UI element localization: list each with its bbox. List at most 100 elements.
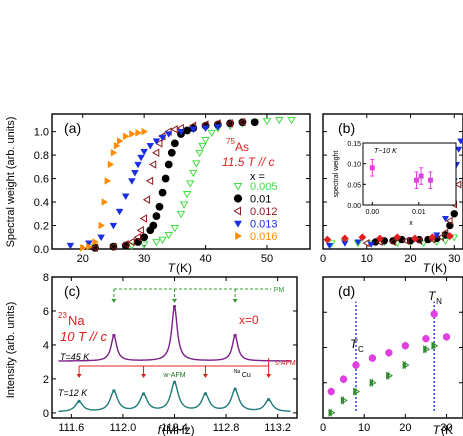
spectrum-point xyxy=(172,304,177,309)
series-0012-point xyxy=(145,176,154,186)
pm-arrowhead xyxy=(232,299,238,303)
panel-d-label: (d) xyxy=(338,283,355,299)
panel-b-point xyxy=(354,239,362,246)
series-0013-point xyxy=(109,222,118,230)
panel-d-point-fill xyxy=(353,388,357,395)
series-0016-point xyxy=(80,243,87,252)
series-001-point xyxy=(155,202,164,211)
series-0016-point xyxy=(86,242,93,251)
w-afm-label: w-AFM xyxy=(162,372,185,379)
series-0013-point xyxy=(214,124,222,131)
series-0013-point xyxy=(131,170,139,177)
x-tick-label: 0 xyxy=(320,422,326,434)
panel-b-point xyxy=(419,240,428,248)
series-0016-point xyxy=(129,130,136,138)
spectrum-point xyxy=(233,387,237,391)
series-0013-point xyxy=(146,143,155,150)
series-001-point xyxy=(167,148,176,157)
x-tick-label: 113.2 xyxy=(264,422,291,434)
afm-arrowhead xyxy=(266,374,272,378)
legend-label: 0.016 xyxy=(250,231,278,243)
legend-label: 0.012 xyxy=(250,206,278,218)
series-001-point xyxy=(250,118,259,127)
panel-d-point-fill xyxy=(386,372,390,379)
series-0012-point xyxy=(155,139,163,148)
series-0012-point xyxy=(133,232,141,242)
legend-marker xyxy=(233,206,242,216)
panel-b-point xyxy=(367,241,375,248)
series-0005-point xyxy=(158,236,167,244)
panel-a-field: 11.5 T // c xyxy=(222,155,274,169)
x-tick-label: 30 xyxy=(138,253,150,265)
series-0012-point xyxy=(136,225,144,235)
tn-sub: N xyxy=(436,297,442,306)
panel-b-point xyxy=(454,180,462,189)
panel-b-label: (b) xyxy=(338,120,355,136)
inset-frame xyxy=(362,142,457,206)
series-0012-point xyxy=(152,148,160,158)
panel-c-ylabel: Intensity (arb. units) xyxy=(5,302,17,399)
series-0016-point xyxy=(116,137,124,145)
series-0005-point xyxy=(198,142,207,151)
y-tick-label: 0.2 xyxy=(34,221,49,233)
panel-b-point xyxy=(433,232,441,239)
pm-label: PM xyxy=(274,287,285,294)
panel-b-point xyxy=(415,236,422,245)
panel-b-point xyxy=(445,232,454,240)
series-0005-point xyxy=(192,160,201,168)
x-tick-label: 20 xyxy=(77,253,89,265)
series-0013-point xyxy=(128,178,136,185)
y-tick-label: 4 xyxy=(43,340,49,352)
series-0005-point xyxy=(262,118,272,126)
series-0005-point xyxy=(170,224,180,233)
series-0016-point xyxy=(104,177,112,185)
panel-a-ylabel: Spectral weight (arb. units) xyxy=(5,117,17,248)
panel-a-label: (a) xyxy=(64,120,81,136)
series-0005-point xyxy=(164,232,173,240)
inset-x-tick-label: 0.01 xyxy=(412,209,426,216)
x-tick-label: 0 xyxy=(320,253,326,265)
series-0005-point xyxy=(195,149,204,158)
panel-d-point xyxy=(385,349,393,357)
y-tick-label: 8 xyxy=(43,272,49,284)
panel-d-point-fill xyxy=(423,346,427,353)
inset-x-tick-label: 0.00 xyxy=(365,209,379,216)
panel-c-frame xyxy=(51,276,298,419)
spectrum-line xyxy=(58,381,291,413)
inset-y-tick-label: 0.10 xyxy=(347,162,361,169)
panel-b-point xyxy=(457,138,463,145)
inset-label: T~10 K xyxy=(374,148,397,155)
panel-b-point xyxy=(445,216,453,225)
panel-d-point xyxy=(368,354,377,362)
inset-y-tick-label: 0.15 xyxy=(347,141,361,148)
series-001-point xyxy=(140,233,149,242)
x-tick-label: 20 xyxy=(404,253,416,265)
panel-c-label: (c) xyxy=(64,283,80,299)
inset-point xyxy=(418,173,424,179)
series-0012-point xyxy=(139,214,148,223)
panel-c-isotope: 23 xyxy=(58,311,67,320)
panel-d-point-fill xyxy=(370,379,373,386)
panel-b-xlabel-t: T xyxy=(423,261,432,275)
series-0005-point xyxy=(185,180,195,188)
panel-c-nucleus: Na xyxy=(68,313,85,328)
y-tick-label: 0.4 xyxy=(34,197,49,209)
panel-b-frame xyxy=(322,113,463,250)
x-tick-label: 111.6 xyxy=(58,422,84,434)
series-0013-point xyxy=(66,242,75,250)
pm-arrowhead xyxy=(172,299,177,303)
y-tick-label: 2 xyxy=(43,374,49,386)
tc-sub: C xyxy=(358,345,364,354)
panel-d-xlabel-unit: (K xyxy=(441,423,453,436)
spectrum-point xyxy=(141,392,146,396)
series-0005-point xyxy=(179,201,189,209)
panel-d-point-fill xyxy=(403,361,406,369)
spectrum-point xyxy=(233,333,237,338)
panel-d-point xyxy=(430,310,438,318)
panel-a-frame xyxy=(51,113,311,250)
label-45k: T=45 K xyxy=(60,352,90,362)
inset-ylabel: spectral weight xyxy=(333,151,340,198)
panel-b-point xyxy=(450,210,458,218)
spectrum-point xyxy=(112,333,116,338)
